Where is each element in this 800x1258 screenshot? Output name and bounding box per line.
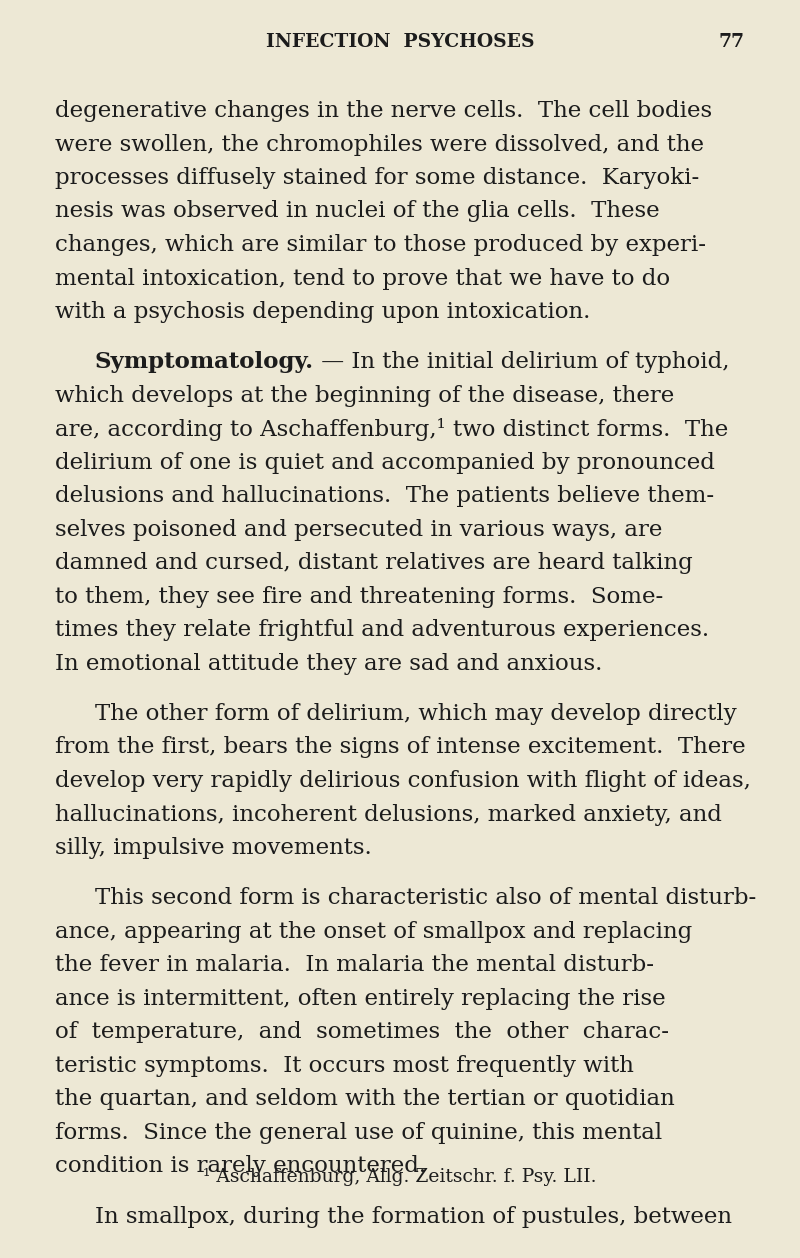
Text: from the first, bears the signs of intense excitement.  There: from the first, bears the signs of inten… [55,736,746,759]
Text: 77: 77 [719,33,745,52]
Text: ance is intermittent, often entirely replacing the rise: ance is intermittent, often entirely rep… [55,988,666,1010]
Text: In emotional attitude they are sad and anxious.: In emotional attitude they are sad and a… [55,653,602,674]
Text: — In the initial delirium of typhoid,: — In the initial delirium of typhoid, [314,351,730,374]
Text: times they relate frightful and adventurous experiences.: times they relate frightful and adventur… [55,619,709,642]
Text: ance, appearing at the onset of smallpox and replacing: ance, appearing at the onset of smallpox… [55,921,692,942]
Text: nesis was observed in nuclei of the glia cells.  These: nesis was observed in nuclei of the glia… [55,200,660,223]
Text: forms.  Since the general use of quinine, this mental: forms. Since the general use of quinine,… [55,1122,662,1144]
Text: were swollen, the chromophiles were dissolved, and the: were swollen, the chromophiles were diss… [55,133,704,156]
Text: silly, impulsive movements.: silly, impulsive movements. [55,837,372,859]
Text: mental intoxication, tend to prove that we have to do: mental intoxication, tend to prove that … [55,268,670,289]
Text: to them, they see fire and threatening forms.  Some-: to them, they see fire and threatening f… [55,586,663,608]
Text: This second form is characteristic also of mental disturb-: This second form is characteristic also … [95,887,756,910]
Text: the fever in malaria.  In malaria the mental disturb-: the fever in malaria. In malaria the men… [55,955,654,976]
Text: damned and cursed, distant relatives are heard talking: damned and cursed, distant relatives are… [55,552,693,574]
Text: of  temperature,  and  sometimes  the  other  charac-: of temperature, and sometimes the other … [55,1021,669,1043]
Text: hallucinations, incoherent delusions, marked anxiety, and: hallucinations, incoherent delusions, ma… [55,804,722,825]
Text: which develops at the beginning of the disease, there: which develops at the beginning of the d… [55,385,674,406]
Text: are, according to Aschaffenburg,¹ two distinct forms.  The: are, according to Aschaffenburg,¹ two di… [55,418,728,442]
Text: processes diffusely stained for some distance.  Karyoki-: processes diffusely stained for some dis… [55,167,699,189]
Text: The other form of delirium, which may develop directly: The other form of delirium, which may de… [95,703,737,725]
Text: the quartan, and seldom with the tertian or quotidian: the quartan, and seldom with the tertian… [55,1088,674,1111]
Text: teristic symptoms.  It occurs most frequently with: teristic symptoms. It occurs most freque… [55,1054,634,1077]
Text: INFECTION  PSYCHOSES: INFECTION PSYCHOSES [266,33,534,52]
Text: changes, which are similar to those produced by experi-: changes, which are similar to those prod… [55,234,706,255]
Text: Symptomatology.: Symptomatology. [95,351,314,374]
Text: degenerative changes in the nerve cells.  The cell bodies: degenerative changes in the nerve cells.… [55,99,712,122]
Text: delusions and hallucinations.  The patients believe them-: delusions and hallucinations. The patien… [55,486,714,507]
Text: In smallpox, during the formation of pustules, between: In smallpox, during the formation of pus… [95,1205,732,1228]
Text: develop very rapidly delirious confusion with flight of ideas,: develop very rapidly delirious confusion… [55,770,751,793]
Text: condition is rarely encountered.: condition is rarely encountered. [55,1155,426,1177]
Text: with a psychosis depending upon intoxication.: with a psychosis depending upon intoxica… [55,301,590,323]
Text: selves poisoned and persecuted in various ways, are: selves poisoned and persecuted in variou… [55,518,662,541]
Text: ¹ Aschaffenburg, Allg. Zeitschr. f. Psy. LII.: ¹ Aschaffenburg, Allg. Zeitschr. f. Psy.… [203,1167,597,1186]
Text: delirium of one is quiet and accompanied by pronounced: delirium of one is quiet and accompanied… [55,452,715,474]
